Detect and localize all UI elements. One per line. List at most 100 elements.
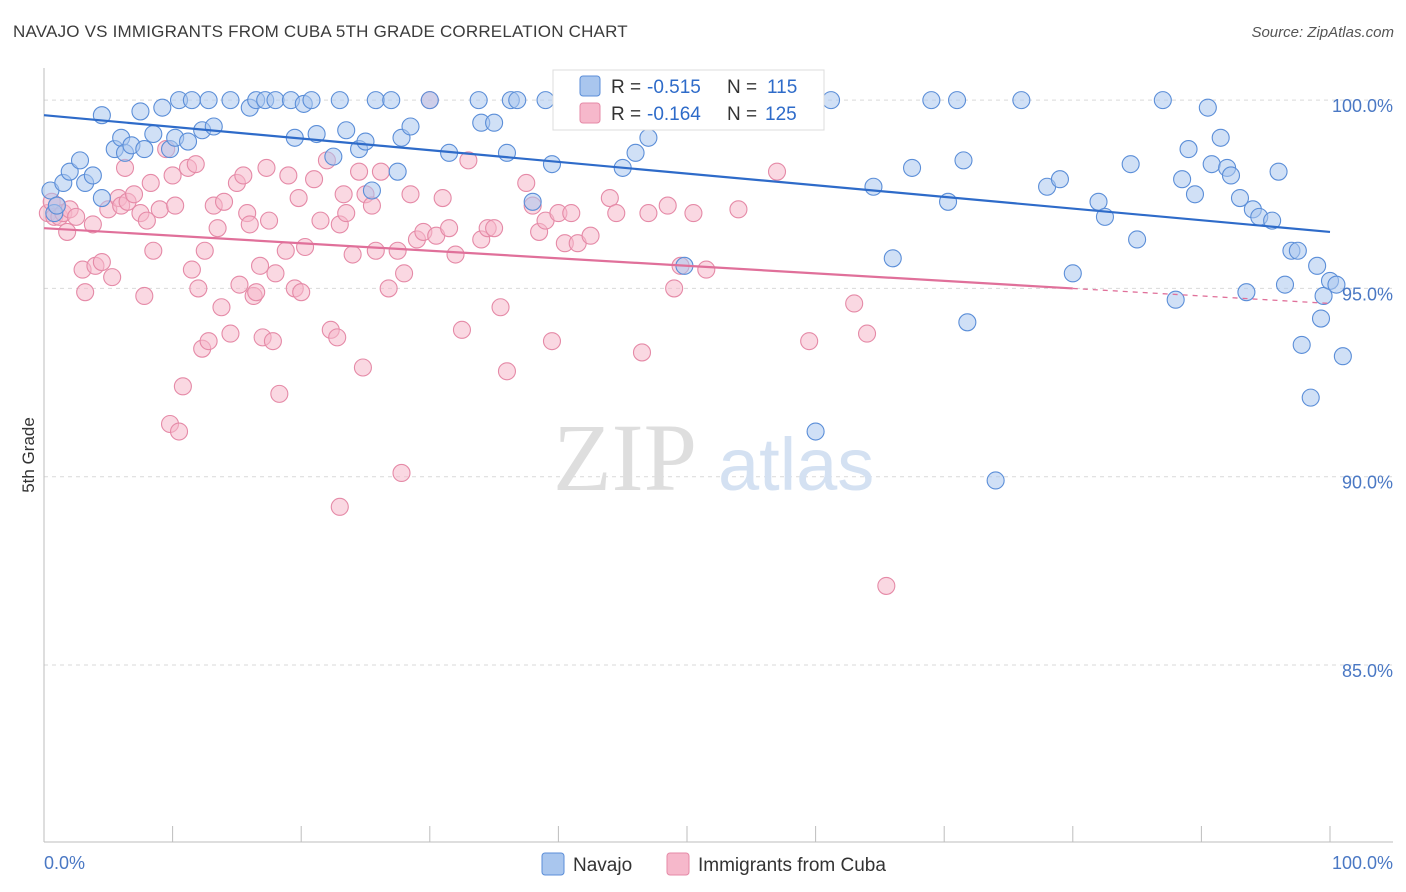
navajo-point bbox=[1301, 388, 1320, 407]
cuba-point bbox=[379, 279, 398, 298]
navajo-point bbox=[485, 113, 504, 132]
cuba-point bbox=[330, 497, 349, 516]
navajo-point bbox=[626, 143, 645, 162]
cuba-point bbox=[83, 215, 102, 234]
navajo-point bbox=[131, 102, 150, 121]
cuba-point bbox=[328, 328, 347, 347]
cuba-point bbox=[250, 256, 270, 275]
cuba-point bbox=[337, 204, 356, 223]
x-tick-label-max: 100.0% bbox=[1332, 853, 1393, 873]
navajo-point bbox=[70, 151, 90, 170]
cuba-point bbox=[214, 192, 234, 211]
navajo-point bbox=[986, 471, 1005, 490]
legend-cuba-label[interactable]: Immigrants from Cuba bbox=[698, 855, 886, 876]
navajo-point bbox=[1128, 230, 1147, 249]
cuba-point bbox=[600, 188, 619, 208]
legend-navajo-label[interactable]: Navajo bbox=[573, 855, 632, 876]
navajo-point bbox=[1230, 188, 1250, 208]
cuba-r-label: R = bbox=[611, 104, 641, 125]
navajo-point bbox=[1050, 170, 1069, 189]
cuba-point bbox=[221, 324, 240, 343]
cuba-point bbox=[366, 241, 385, 260]
navajo-point bbox=[47, 196, 66, 215]
navajo-point bbox=[1198, 98, 1217, 117]
axes bbox=[43, 68, 1393, 843]
navajo-point bbox=[356, 132, 375, 151]
cuba-point bbox=[208, 219, 227, 238]
navajo-point bbox=[469, 91, 488, 110]
navajo-point bbox=[144, 124, 163, 144]
navajo-point bbox=[821, 91, 841, 110]
cuba-point bbox=[92, 253, 111, 272]
navajo-point bbox=[1237, 283, 1256, 302]
cuba-point bbox=[137, 211, 156, 230]
cuba-point bbox=[395, 264, 414, 283]
y-tick-label: 95.0% bbox=[1342, 284, 1393, 304]
navajo-point bbox=[337, 121, 356, 140]
navajo-point bbox=[221, 91, 240, 110]
cuba-point bbox=[230, 275, 249, 294]
navajo-point bbox=[420, 91, 439, 110]
cuba-point bbox=[276, 241, 295, 260]
cuba-point bbox=[103, 268, 122, 287]
cuba-point bbox=[189, 279, 208, 298]
navajo-point bbox=[324, 147, 343, 166]
cuba-point bbox=[485, 219, 504, 238]
navajo-point bbox=[1269, 162, 1288, 181]
y-tick-label: 85.0% bbox=[1342, 661, 1393, 681]
legend-navajo-swatch[interactable] bbox=[541, 852, 565, 876]
cuba-point bbox=[182, 260, 201, 279]
legend-cuba-swatch[interactable] bbox=[666, 852, 690, 876]
bottom-legend: Navajo Immigrants from Cuba bbox=[541, 852, 886, 876]
cuba-point bbox=[350, 162, 369, 181]
cuba-point bbox=[115, 158, 135, 177]
cuba-point bbox=[877, 576, 896, 595]
y-tick-labels: 100.0% 95.0% 90.0% 85.0% bbox=[1332, 96, 1393, 681]
navajo-point bbox=[1333, 347, 1352, 366]
navajo-point bbox=[639, 128, 658, 147]
navajo-point bbox=[330, 91, 349, 110]
cuba-point bbox=[305, 170, 324, 189]
cuba-point bbox=[240, 215, 259, 234]
cuba-point bbox=[729, 200, 748, 219]
navajo-point bbox=[1121, 155, 1140, 174]
cuba-point bbox=[296, 237, 315, 257]
cuba-point bbox=[581, 226, 600, 245]
cuba-point bbox=[459, 151, 478, 170]
cuba-point bbox=[292, 283, 311, 302]
cuba-point bbox=[401, 185, 420, 204]
cuba-point bbox=[497, 362, 517, 381]
cuba-point bbox=[166, 196, 185, 215]
navajo-point bbox=[266, 91, 285, 110]
cuba-point bbox=[857, 324, 877, 343]
navajo-point bbox=[362, 181, 381, 200]
cuba-point bbox=[334, 185, 353, 204]
navajo-point bbox=[182, 91, 201, 110]
cuba-point bbox=[433, 188, 452, 208]
navajo-point bbox=[388, 162, 407, 181]
cuba-point bbox=[124, 185, 144, 204]
navajo-trend-line bbox=[43, 114, 1331, 234]
navajo-point bbox=[806, 422, 825, 441]
navajo-point bbox=[302, 91, 321, 110]
navajo-point bbox=[1173, 170, 1192, 189]
navajo-point bbox=[1275, 275, 1295, 294]
navajo-point bbox=[382, 91, 401, 110]
cuba-trend-line-extension bbox=[1072, 287, 1331, 305]
cuba-point bbox=[76, 283, 95, 302]
navajo-point bbox=[954, 151, 973, 170]
cuba-point bbox=[263, 332, 282, 351]
cuba-point bbox=[446, 245, 465, 264]
cuba-point bbox=[353, 358, 372, 377]
cuba-n-label: N = bbox=[727, 104, 757, 125]
cuba-point bbox=[144, 241, 163, 260]
navajo-point bbox=[1288, 241, 1307, 260]
cuba-point bbox=[212, 298, 231, 317]
navajo-point bbox=[199, 91, 218, 110]
navajo-r-value: -0.515 bbox=[647, 77, 701, 98]
cuba-point bbox=[388, 241, 407, 260]
navajo-point bbox=[1311, 309, 1331, 328]
cuba-point bbox=[392, 463, 411, 482]
navajo-point bbox=[1263, 211, 1282, 230]
cuba-swatch bbox=[579, 102, 601, 124]
